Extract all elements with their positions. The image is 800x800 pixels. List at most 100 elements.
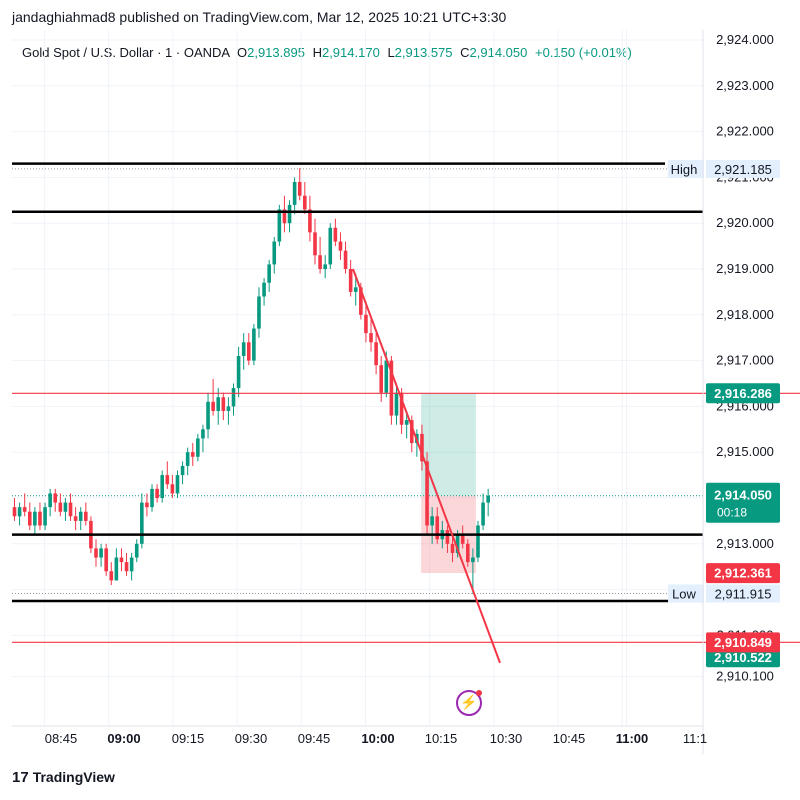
candle bbox=[369, 319, 373, 352]
time-tick-label: 10:00 bbox=[361, 731, 394, 746]
candle-body bbox=[129, 557, 134, 572]
time-tick-label: 09:15 bbox=[172, 731, 205, 746]
tradingview-mark-icon: 17 bbox=[12, 769, 29, 786]
candle-body bbox=[190, 452, 195, 457]
price-tick-label: 2,918.000 bbox=[716, 307, 774, 322]
candle-body bbox=[292, 181, 297, 205]
candle-body bbox=[389, 360, 394, 416]
candle-body bbox=[409, 420, 414, 444]
candle-body bbox=[465, 543, 470, 563]
candle-body bbox=[308, 209, 312, 233]
current-price-tag: 2,914.050 00:18 bbox=[706, 482, 780, 523]
candle bbox=[129, 552, 134, 581]
candle-body bbox=[170, 484, 175, 494]
candle-body bbox=[404, 420, 409, 425]
candle-body bbox=[109, 571, 114, 581]
candle bbox=[94, 539, 98, 567]
candle-body bbox=[124, 562, 129, 572]
low-value-bg bbox=[706, 584, 780, 603]
symbol-name[interactable]: Gold Spot / U.S. Dollar · 1 · OANDA bbox=[22, 45, 230, 60]
candle bbox=[318, 236, 322, 274]
current-price-text: 2,914.050 bbox=[714, 488, 772, 503]
candle bbox=[155, 484, 159, 503]
candle bbox=[323, 255, 327, 279]
candle bbox=[175, 470, 180, 498]
high-label-bg bbox=[668, 159, 704, 178]
candle bbox=[389, 356, 394, 425]
candle-body bbox=[353, 287, 358, 292]
candle-body bbox=[27, 511, 32, 526]
candle bbox=[68, 493, 73, 521]
candle bbox=[165, 461, 170, 489]
candle-body bbox=[99, 548, 103, 558]
candle bbox=[170, 475, 175, 498]
candle-body bbox=[460, 534, 465, 544]
candle bbox=[104, 543, 108, 576]
candle bbox=[73, 507, 78, 531]
candle-body bbox=[399, 392, 404, 425]
candle-body bbox=[94, 548, 98, 558]
candle-body bbox=[384, 360, 389, 393]
low-label-bg bbox=[668, 584, 704, 603]
close-label: C bbox=[460, 45, 470, 60]
candle bbox=[262, 278, 266, 306]
price-tick-label: 2,924.000 bbox=[716, 32, 774, 47]
time-tick-label: 08:45 bbox=[45, 731, 78, 746]
candle bbox=[124, 552, 129, 576]
low-value: 2,913.575 bbox=[394, 45, 453, 60]
candle bbox=[328, 223, 333, 269]
target-price-tag-bg bbox=[706, 383, 780, 404]
candle-body bbox=[226, 406, 231, 411]
candle bbox=[420, 424, 424, 471]
candle-body bbox=[84, 511, 88, 521]
tradingview-logo[interactable]: 17 TradingView bbox=[12, 769, 115, 786]
candle-body bbox=[134, 543, 139, 558]
candle bbox=[471, 548, 475, 595]
candle-body bbox=[394, 392, 399, 416]
candle-body bbox=[486, 495, 490, 503]
lower-red-price-tag: 2,910.849 bbox=[706, 632, 780, 653]
candle bbox=[287, 200, 292, 233]
candle-body bbox=[252, 328, 256, 361]
candle bbox=[12, 498, 17, 521]
candle bbox=[109, 562, 114, 586]
price-tick-label: 2,923.000 bbox=[716, 78, 774, 93]
candle bbox=[150, 484, 154, 512]
candle-body bbox=[231, 388, 236, 407]
candle-body bbox=[38, 511, 42, 526]
candle-body bbox=[430, 516, 434, 526]
candle-body bbox=[211, 401, 215, 411]
lightning-icon[interactable]: ⚡ bbox=[456, 690, 482, 716]
candle-body bbox=[481, 502, 485, 526]
candle bbox=[27, 502, 32, 531]
high-label-text: High bbox=[671, 162, 698, 177]
candle-body bbox=[328, 227, 333, 265]
candle bbox=[236, 346, 241, 398]
candle-body bbox=[369, 333, 373, 343]
change-value: +0.150 (+0.01%) bbox=[535, 45, 632, 60]
candle-body bbox=[450, 543, 455, 553]
candle-body bbox=[73, 516, 78, 521]
candle-body bbox=[145, 502, 149, 508]
candle bbox=[267, 259, 271, 292]
candle bbox=[338, 232, 343, 260]
current-price-bg bbox=[706, 482, 780, 523]
high-value-bg bbox=[706, 159, 780, 178]
candle-body bbox=[180, 465, 185, 476]
candle bbox=[140, 493, 144, 549]
candle bbox=[343, 241, 348, 274]
candle bbox=[303, 181, 307, 215]
candle-body bbox=[104, 548, 108, 572]
candle-body bbox=[272, 241, 277, 265]
candle-body bbox=[119, 557, 124, 563]
candle bbox=[231, 383, 236, 416]
trend-line bbox=[352, 268, 501, 664]
candle bbox=[99, 543, 103, 567]
candle bbox=[364, 301, 368, 343]
candle bbox=[379, 356, 384, 402]
candle-body bbox=[333, 227, 338, 242]
candle-body bbox=[257, 296, 261, 329]
candle-body bbox=[425, 461, 429, 526]
open-value: 2,913.895 bbox=[247, 45, 305, 60]
